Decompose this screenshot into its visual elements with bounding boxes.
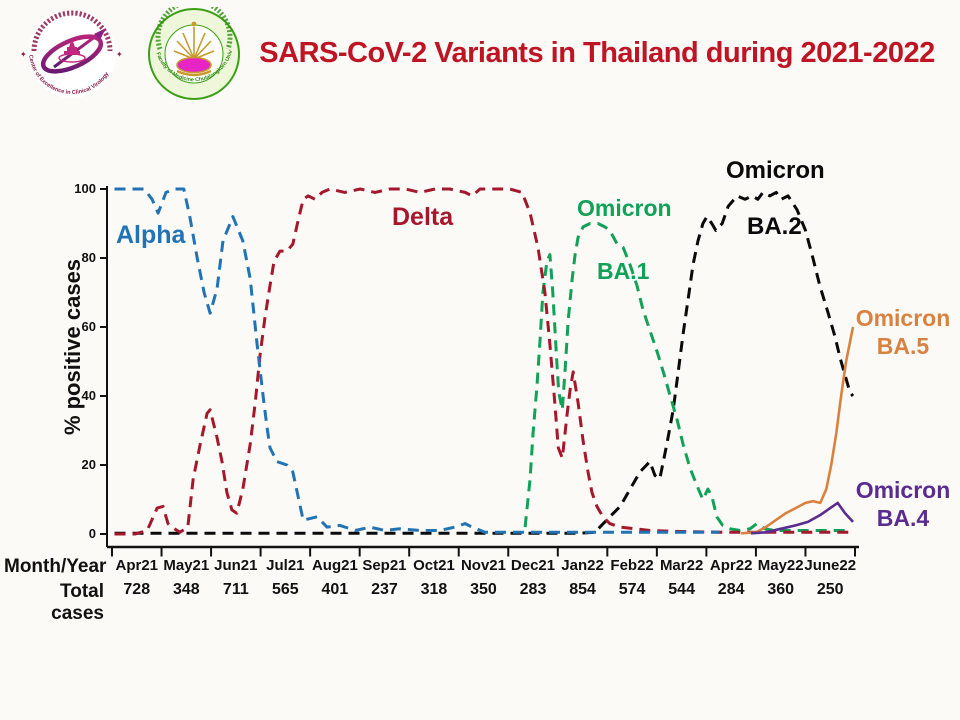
omicron-ba5-label: Omicron BA.5 xyxy=(855,304,951,360)
omicron-ba5-label-line1: Omicron xyxy=(855,305,951,331)
omicron-ba4-label-line2: BA.4 xyxy=(876,505,930,531)
month-label-mar22: Mar22 xyxy=(659,557,704,574)
omicron-ba2-label-line1: Omicron xyxy=(726,157,825,184)
month-label-jun21: Jun21 xyxy=(214,557,258,574)
total-cases-apr22: 284 xyxy=(717,581,745,598)
total-cases-aug21: 401 xyxy=(321,581,349,598)
logo-pagoda-icon xyxy=(58,39,86,63)
delta-series-label: Delta xyxy=(392,203,454,231)
omicron-ba2-label-line2: BA.2 xyxy=(747,213,802,240)
faculty-of-medicine-chulalongkorn-logo: Faculty of Medicine Chulalongkorn Univer… xyxy=(147,7,240,100)
logo2-thai-arc-text xyxy=(155,7,233,50)
series-line-omicron-ba-1 xyxy=(523,222,850,532)
total-cases-feb22: 574 xyxy=(618,581,646,598)
total-cases-oct21: 318 xyxy=(420,581,448,598)
y-tick-label: 100 xyxy=(74,181,96,196)
omicron-ba1-label-line1: Omicron xyxy=(577,195,672,221)
month-label-june22: June22 xyxy=(804,557,857,574)
omicron-ba4-label: Omicron BA.4 xyxy=(855,476,951,532)
omicron-ba5-label-line2: BA.5 xyxy=(876,333,930,359)
total-cases-mar22: 544 xyxy=(668,581,695,598)
alpha-series-label: Alpha xyxy=(116,221,186,249)
y-tick-label: 60 xyxy=(81,319,96,334)
logo-diamond-right-icon: ✦ xyxy=(116,50,123,59)
axis-ticks xyxy=(100,188,856,557)
month-label-aug21: Aug21 xyxy=(311,557,358,574)
month-label-feb22: Feb22 xyxy=(610,557,654,574)
logo-thai-arc-text xyxy=(31,10,113,52)
total-cases-nov21: 350 xyxy=(470,581,497,598)
page-header: Center of Excellence in Clinical Virolog… xyxy=(0,0,960,110)
series-line-omicron-ba-2 xyxy=(114,190,855,535)
total-cases-jan22: 854 xyxy=(569,581,596,598)
month-label-nov21: Nov21 xyxy=(460,557,506,574)
month-label-dec21: Dec21 xyxy=(510,557,556,574)
logo-swirl-ellipse xyxy=(40,34,104,74)
center-of-excellence-clinical-virology-logo: Center of Excellence in Clinical Virolog… xyxy=(20,10,123,98)
y-tick-label: 0 xyxy=(88,526,96,541)
total-cases-apr21: 728 xyxy=(123,581,151,598)
month-label-sep21: Sep21 xyxy=(362,557,407,574)
month-label-apr21: Apr21 xyxy=(115,557,159,574)
total-cases-dec21: 283 xyxy=(519,581,547,598)
logo-diamond-left-icon: ✦ xyxy=(20,50,27,59)
month-label-may21: May21 xyxy=(163,557,210,574)
y-axis-title: % positive cases xyxy=(60,258,85,436)
series-line-delta xyxy=(114,187,850,536)
total-cases-may21: 348 xyxy=(172,581,200,598)
total-cases-jun21: 711 xyxy=(222,581,249,598)
month-year-row-header: Month/Year xyxy=(4,556,107,577)
series-line-alpha xyxy=(114,187,720,534)
page-title: SARS-CoV-2 Variants in Thailand during 2… xyxy=(259,37,935,69)
month-label-jan22: Jan22 xyxy=(561,557,604,574)
y-tick-label: 80 xyxy=(81,250,96,265)
total-cases-sep21: 237 xyxy=(371,581,398,598)
omicron-ba4-label-line1: Omicron xyxy=(855,477,951,503)
total-cases-june22: 250 xyxy=(816,581,844,598)
logo2-phra-kiao-emblem xyxy=(173,21,215,77)
series-lines xyxy=(114,187,855,536)
y-tick-label: 40 xyxy=(81,388,96,403)
month-label-apr22: Apr22 xyxy=(709,557,753,574)
total-cases-row-header: Total cases xyxy=(51,581,104,624)
total-cases-jul21: 565 xyxy=(272,581,299,598)
omicron-ba1-label-line2: BA.1 xyxy=(597,258,650,284)
logo-arrow-head-icon xyxy=(94,28,106,40)
series-line-omicron-ba-5 xyxy=(741,326,855,535)
month-label-oct21: Oct21 xyxy=(413,557,455,574)
month-label-may22: May22 xyxy=(757,557,804,574)
total-cases-may22: 360 xyxy=(767,581,795,598)
series-line-omicron-ba-4 xyxy=(750,501,854,535)
month-label-jul21: Jul21 xyxy=(266,557,305,574)
y-tick-label: 20 xyxy=(81,457,96,472)
